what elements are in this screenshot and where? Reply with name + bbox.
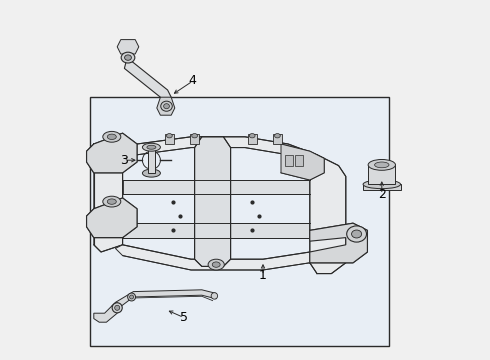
Text: 1: 1	[259, 269, 267, 282]
Polygon shape	[368, 165, 395, 184]
Bar	[295, 155, 303, 166]
Ellipse shape	[143, 169, 160, 177]
Ellipse shape	[103, 196, 121, 207]
Ellipse shape	[161, 101, 172, 111]
Ellipse shape	[374, 162, 389, 168]
Polygon shape	[94, 144, 122, 252]
Bar	[273, 134, 282, 144]
Bar	[248, 134, 257, 144]
Polygon shape	[122, 137, 324, 166]
Polygon shape	[310, 223, 368, 263]
Ellipse shape	[107, 134, 116, 139]
Ellipse shape	[249, 134, 255, 138]
Ellipse shape	[121, 52, 135, 63]
Ellipse shape	[274, 134, 280, 138]
Bar	[190, 134, 199, 144]
Polygon shape	[116, 245, 310, 270]
Ellipse shape	[143, 143, 160, 151]
Polygon shape	[363, 184, 400, 190]
Polygon shape	[148, 147, 155, 173]
Ellipse shape	[130, 295, 134, 299]
Polygon shape	[94, 302, 117, 322]
Text: 5: 5	[180, 311, 188, 324]
Ellipse shape	[192, 134, 197, 138]
Polygon shape	[87, 133, 137, 173]
Text: 4: 4	[189, 75, 197, 87]
Ellipse shape	[167, 134, 172, 138]
Text: 2: 2	[378, 188, 386, 201]
Polygon shape	[87, 198, 137, 238]
Ellipse shape	[363, 180, 400, 189]
Ellipse shape	[147, 145, 156, 149]
Text: 3: 3	[121, 154, 128, 167]
Bar	[285, 155, 293, 166]
Ellipse shape	[115, 305, 120, 310]
Ellipse shape	[112, 303, 122, 313]
Bar	[90, 97, 389, 346]
Polygon shape	[310, 155, 346, 274]
Polygon shape	[157, 97, 175, 115]
Ellipse shape	[127, 293, 136, 301]
Ellipse shape	[347, 226, 367, 242]
Ellipse shape	[124, 55, 131, 60]
Ellipse shape	[164, 104, 170, 109]
Ellipse shape	[368, 159, 395, 170]
Ellipse shape	[103, 131, 121, 142]
Polygon shape	[117, 40, 139, 54]
Polygon shape	[195, 137, 231, 266]
Polygon shape	[281, 144, 324, 180]
Ellipse shape	[107, 199, 116, 204]
Polygon shape	[122, 180, 310, 194]
Polygon shape	[112, 290, 216, 308]
Ellipse shape	[212, 262, 220, 267]
Bar	[165, 134, 174, 144]
Polygon shape	[124, 61, 171, 104]
Ellipse shape	[211, 293, 218, 299]
Polygon shape	[122, 223, 310, 238]
Ellipse shape	[351, 230, 362, 238]
Ellipse shape	[208, 259, 224, 270]
